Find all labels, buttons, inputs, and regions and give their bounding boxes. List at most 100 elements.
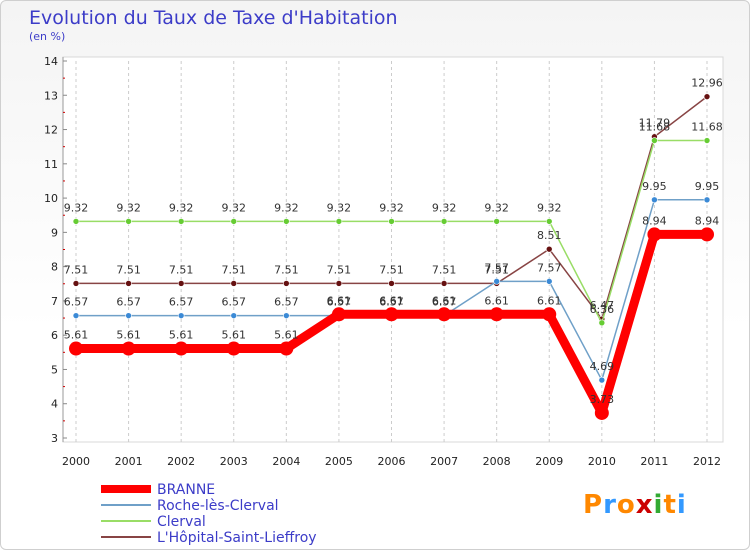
data-label: 7.51	[274, 263, 299, 276]
data-point	[72, 218, 80, 225]
y-tick-label: 13	[44, 89, 58, 102]
data-point	[125, 218, 132, 225]
x-tick-label: 2011	[640, 455, 668, 468]
data-point	[335, 280, 343, 287]
data-label: 11.68	[691, 121, 723, 134]
data-point	[279, 341, 294, 356]
data-point	[598, 319, 606, 327]
data-point	[545, 218, 553, 225]
y-tick-label: 10	[44, 192, 58, 205]
data-label: 9.95	[642, 180, 667, 193]
data-label: 6.57	[116, 296, 141, 309]
data-point	[647, 227, 662, 242]
logo-letter: r	[603, 490, 617, 520]
data-label: 6.57	[169, 296, 194, 309]
data-point	[437, 307, 452, 322]
data-point	[125, 280, 132, 287]
y-tick-label: 11	[44, 158, 58, 171]
data-point	[700, 227, 714, 242]
data-point	[598, 376, 606, 384]
chart-title: Evolution du Taux de Taxe d'Habitation	[29, 7, 398, 29]
x-tick-label: 2005	[325, 455, 353, 468]
data-label: 6.57	[432, 296, 457, 309]
data-point	[72, 312, 80, 319]
data-label: 8.94	[695, 214, 720, 227]
data-label: 7.51	[379, 263, 404, 276]
data-label: 5.61	[274, 329, 299, 342]
data-label: 6.61	[432, 294, 457, 307]
data-point	[440, 218, 448, 225]
x-tick-label: 2007	[430, 455, 458, 468]
x-tick-label: 2012	[693, 455, 721, 468]
proxiti-logo: Proxiti	[583, 490, 687, 520]
data-label: 9.32	[484, 201, 509, 214]
data-point	[177, 280, 185, 287]
y-tick-label: 12	[44, 124, 58, 137]
x-tick-label: 2001	[115, 455, 143, 468]
y-tick-label: 7	[51, 295, 58, 308]
data-label: 9.32	[116, 201, 141, 214]
data-point	[594, 405, 609, 420]
data-label: 7.51	[484, 263, 509, 276]
x-tick-label: 2010	[588, 455, 616, 468]
data-point	[542, 307, 557, 322]
data-label: 5.61	[116, 329, 141, 342]
data-label: 7.51	[327, 263, 352, 276]
data-label: 8.94	[642, 214, 667, 227]
data-point	[545, 245, 553, 253]
logo-letter: x	[635, 490, 654, 520]
data-label: 6.57	[64, 296, 89, 309]
data-label: 11.79	[639, 117, 671, 130]
data-label: 7.57	[537, 261, 562, 274]
legend-label: Clerval	[157, 514, 206, 530]
data-point	[121, 341, 136, 356]
data-label: 7.51	[116, 263, 141, 276]
data-label: 9.32	[64, 201, 89, 214]
data-point	[388, 218, 395, 225]
data-label: 9.32	[274, 201, 299, 214]
data-point	[283, 280, 290, 287]
data-point	[335, 218, 343, 225]
data-label: 9.32	[432, 201, 457, 214]
data-label: 9.32	[169, 201, 194, 214]
data-label: 6.47	[590, 299, 615, 312]
data-point	[493, 278, 500, 285]
data-label: 7.51	[64, 263, 89, 276]
data-label: 3.73	[590, 393, 615, 406]
logo-letter: i	[676, 490, 687, 520]
data-point	[230, 312, 238, 319]
data-point	[125, 312, 132, 319]
data-label: 9.95	[695, 180, 720, 193]
data-point	[703, 93, 711, 100]
data-point	[174, 341, 189, 356]
data-point	[703, 196, 711, 204]
data-point	[226, 341, 241, 356]
data-label: 9.32	[327, 201, 352, 214]
data-point	[177, 218, 185, 225]
data-label: 6.61	[484, 294, 509, 307]
data-label: 7.51	[432, 263, 457, 276]
data-point	[177, 312, 185, 319]
y-tick-label: 5	[51, 363, 58, 376]
data-label: 4.69	[590, 360, 615, 373]
y-tick-label: 14	[44, 55, 58, 68]
data-point	[384, 307, 399, 322]
data-label: 6.61	[537, 294, 562, 307]
x-tick-label: 2008	[483, 455, 511, 468]
data-point	[72, 280, 80, 287]
x-tick-label: 2004	[272, 455, 300, 468]
data-point	[440, 280, 448, 287]
data-label: 7.51	[222, 263, 247, 276]
data-label: 9.32	[537, 201, 562, 214]
logo-letter: i	[653, 490, 664, 520]
data-point	[283, 312, 290, 319]
data-point	[331, 307, 346, 322]
logo-letter: t	[663, 490, 677, 520]
data-point	[651, 137, 658, 144]
legend-label: Roche-lès-Clerval	[157, 498, 279, 514]
x-tick-label: 2003	[220, 455, 248, 468]
data-label: 6.57	[274, 296, 299, 309]
data-label: 9.32	[379, 201, 404, 214]
